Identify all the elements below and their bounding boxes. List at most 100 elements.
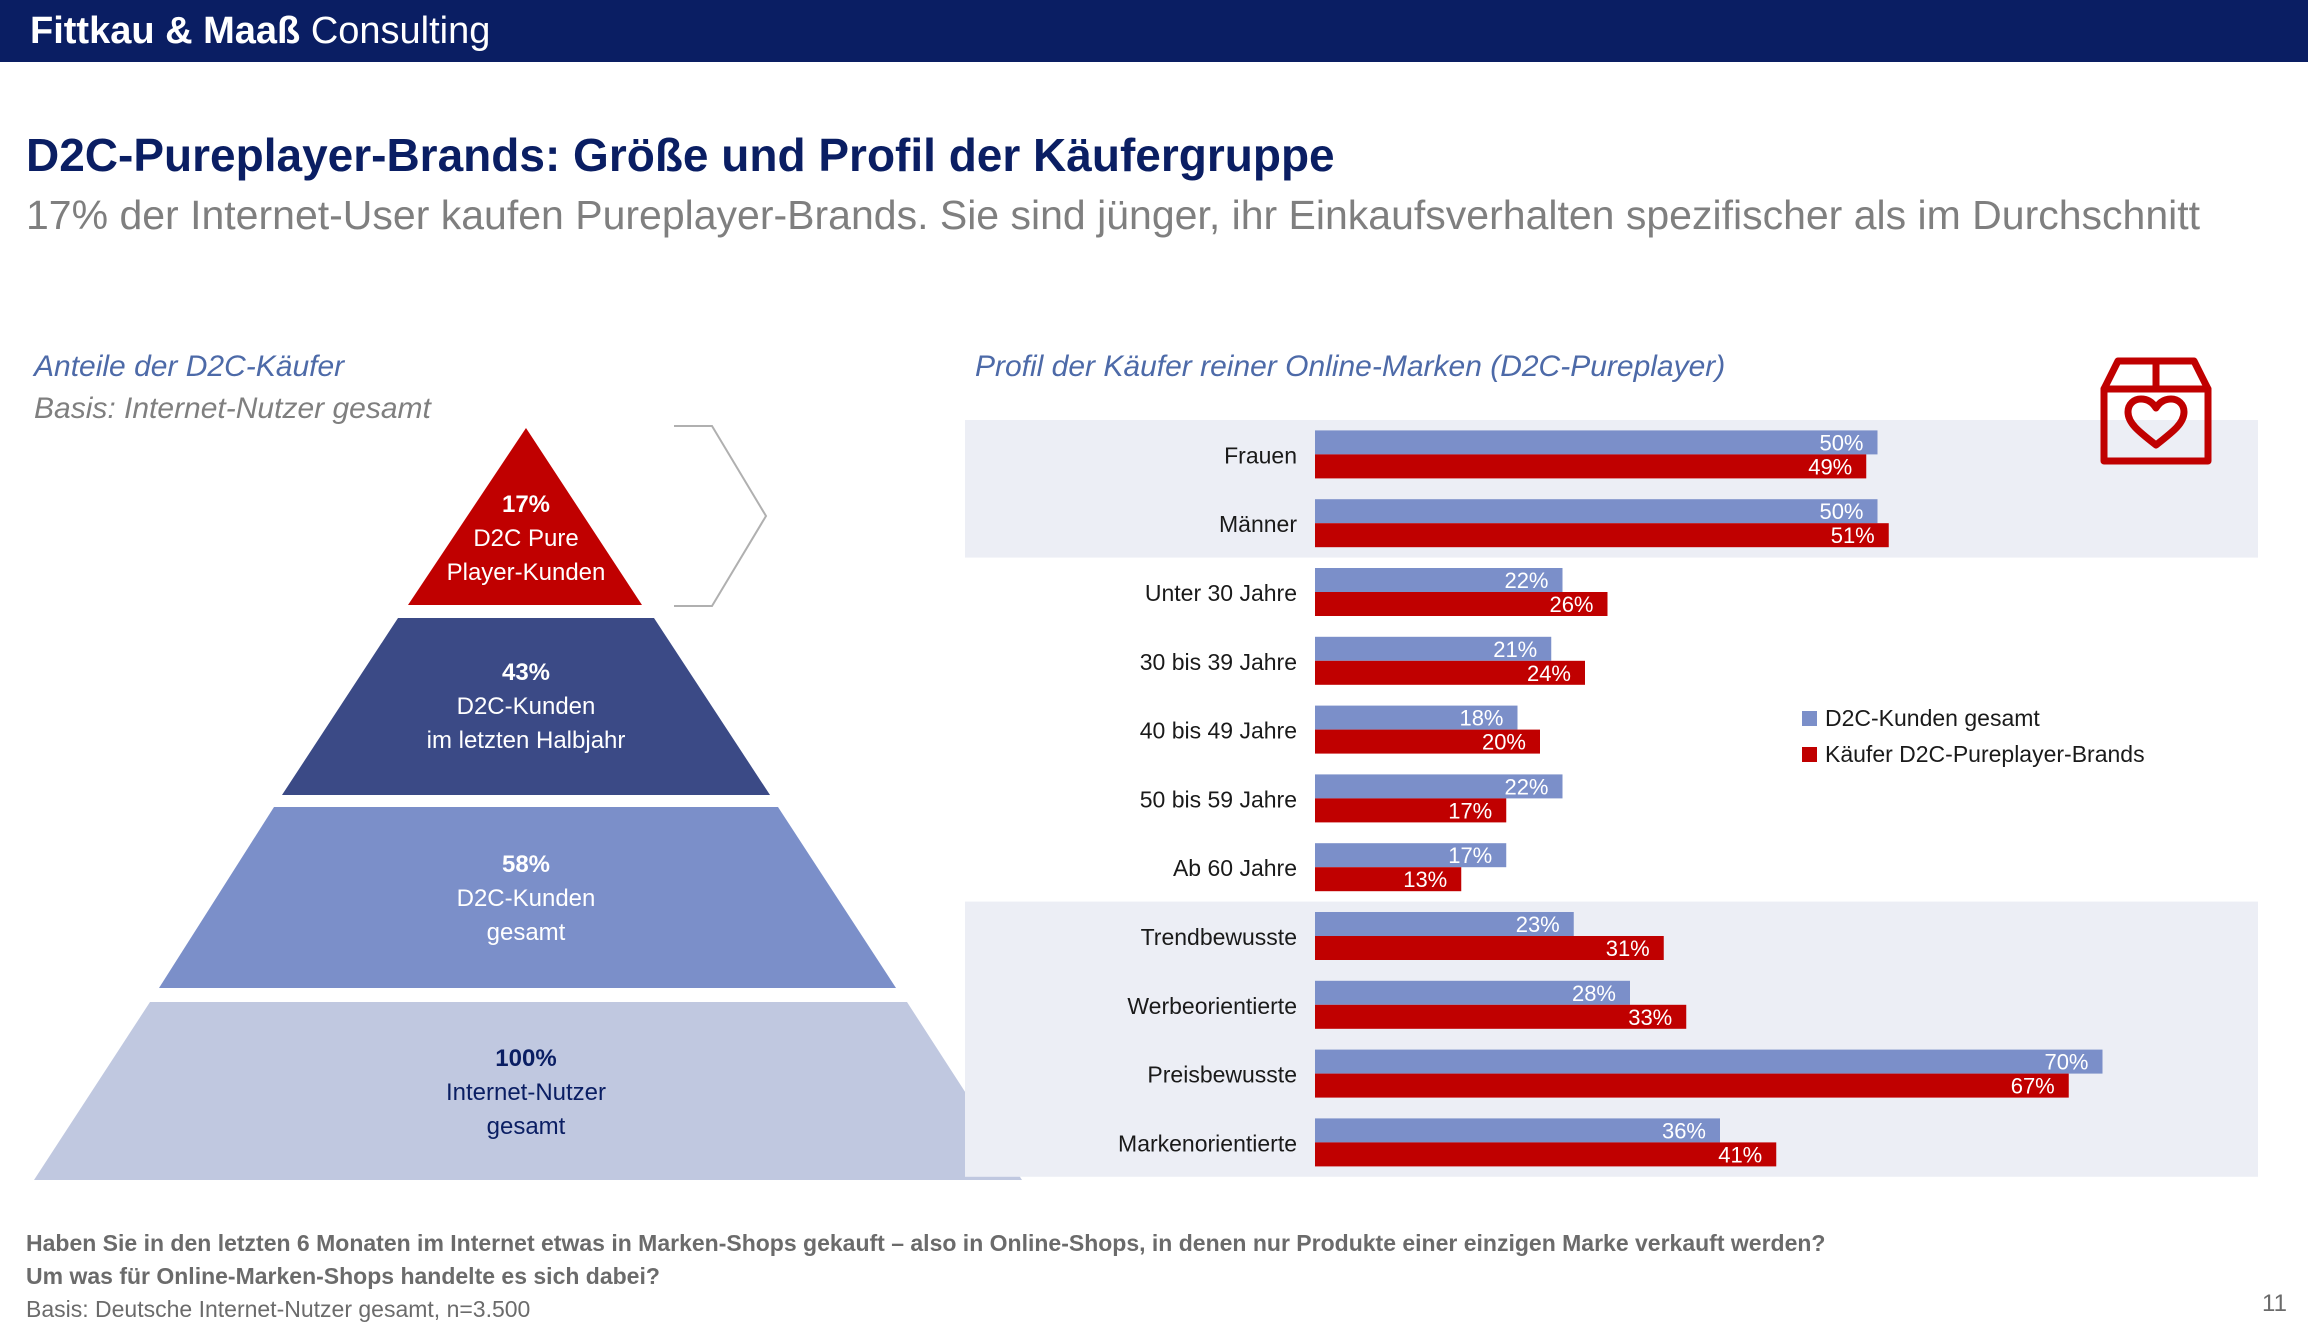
category-label: Männer (1219, 511, 1297, 537)
pyramid-line2: gesamt (486, 919, 566, 946)
pyramid-label-d2c-gesamt: 58% D2C-Kunden gesamt (376, 848, 676, 950)
bar-pureplayer (1315, 1073, 2069, 1098)
data-label: 23% (1516, 912, 1560, 937)
data-label: 22% (1504, 568, 1548, 593)
category-label: Ab 60 Jahre (1173, 855, 1297, 881)
data-label: 17% (1448, 843, 1492, 868)
bar-pureplayer (1315, 1004, 1687, 1029)
pyramid-line2: Player-Kunden (446, 559, 606, 586)
pyramid: 17% D2C Pure Player-Kunden 43% D2C-Kunde… (0, 420, 1040, 1195)
heart-box-icon (2098, 355, 2214, 472)
pyramid-line2: im letzten Halbjahr (426, 727, 626, 754)
footnote-basis: Basis: Deutsche Internet-Nutzer gesamt, … (26, 1296, 531, 1322)
category-label: Trendbewusste (1141, 924, 1297, 950)
data-label: 17% (1448, 798, 1492, 823)
legend-item-pureplayer: Käufer D2C-Pureplayer-Brands (1802, 736, 2145, 772)
bar-d2c-gesamt (1315, 980, 1630, 1005)
pyramid-pct: 17% (501, 491, 551, 518)
bracket-arrow-icon (674, 425, 768, 607)
left-panel-basis: Basis: Internet-Nutzer gesamt (34, 392, 431, 425)
category-label: Unter 30 Jahre (1145, 580, 1297, 606)
brand-name-light: Consulting (310, 10, 491, 52)
legend-label: D2C-Kunden gesamt (1825, 704, 2040, 731)
data-label: 13% (1403, 867, 1447, 892)
data-label: 31% (1606, 936, 1650, 961)
data-label: 20% (1482, 730, 1526, 755)
footnote-question-2: Um was für Online-Marken-Shops handelte … (26, 1263, 660, 1289)
pyramid-pct: 100% (495, 1045, 557, 1072)
pyramid-pct: 43% (501, 659, 551, 686)
pyramid-graphic (34, 425, 1022, 1180)
pyramid-line1: D2C-Kunden (456, 693, 596, 720)
category-label: Preisbewusste (1147, 1062, 1297, 1088)
category-label: Frauen (1224, 442, 1297, 468)
data-label: 50% (1819, 499, 1863, 524)
legend-label: Käufer D2C-Pureplayer-Brands (1825, 740, 2145, 767)
chart-legend: D2C-Kunden gesamt Käufer D2C-Pureplayer-… (1802, 700, 2145, 772)
bar-d2c-gesamt (1315, 499, 1878, 524)
bar-d2c-gesamt (1315, 843, 1507, 868)
brand-name-bold: Fittkau & Maaß (30, 10, 301, 52)
bar-pureplayer (1315, 867, 1462, 892)
pyramid-line1: Internet-Nutzer (445, 1079, 607, 1106)
data-label: 26% (1549, 592, 1593, 617)
pyramid-label-pureplayer: 17% D2C Pure Player-Kunden (426, 488, 626, 590)
right-panel-heading: Profil der Käufer reiner Online-Marken (… (975, 350, 1726, 383)
bar-d2c-gesamt (1315, 774, 1563, 799)
legend-swatch (1802, 746, 1817, 762)
pyramid-tier-internet (34, 1002, 1022, 1180)
bar-pureplayer (1315, 936, 1664, 960)
bar-d2c-gesamt (1315, 1118, 1720, 1143)
legend-swatch (1802, 710, 1817, 726)
bar-pureplayer (1315, 1142, 1777, 1167)
profile-bar-chart: Frauen 50% 49% Männer 50% 51% Unter 30 Jahre 22… (960, 420, 2260, 1195)
data-label: 36% (1662, 1118, 1706, 1143)
legend-item-d2c-gesamt: D2C-Kunden gesamt (1802, 700, 2145, 736)
bar-pureplayer (1315, 523, 1889, 548)
data-label: 21% (1493, 637, 1537, 662)
brand-logo: Fittkau & Maaß Consulting (30, 10, 490, 53)
page-number: 11 (2262, 1290, 2287, 1317)
bar-pureplayer (1315, 592, 1608, 616)
category-label: 50 bis 59 Jahre (1140, 786, 1297, 812)
left-panel-heading: Anteile der D2C-Käufer (34, 350, 345, 383)
footnote-question-1: Haben Sie in den letzten 6 Monaten im In… (26, 1230, 1826, 1256)
bar-d2c-gesamt (1315, 568, 1563, 592)
data-label: 24% (1527, 661, 1571, 686)
header-bar: Fittkau & Maaß Consulting (0, 0, 2308, 62)
bar-pureplayer (1315, 798, 1507, 823)
data-label: 22% (1504, 774, 1548, 799)
bar-d2c-gesamt (1315, 636, 1552, 661)
category-label: Werbeorientierte (1127, 993, 1297, 1019)
pyramid-tier-halbjahr (282, 618, 770, 795)
pyramid-line2: gesamt (486, 1113, 566, 1140)
category-label: 40 bis 49 Jahre (1140, 718, 1297, 744)
data-label: 70% (2044, 1050, 2088, 1075)
page-title: D2C-Pureplayer-Brands: Größe und Profil … (26, 129, 1335, 181)
bar-d2c-gesamt (1315, 430, 1878, 455)
category-label: 30 bis 39 Jahre (1140, 649, 1297, 675)
data-label: 28% (1572, 981, 1616, 1006)
bar-d2c-gesamt (1315, 705, 1518, 730)
pyramid-line1: D2C Pure (473, 525, 579, 552)
category-label: Markenorientierte (1118, 1130, 1297, 1156)
data-label: 18% (1459, 706, 1503, 731)
pyramid-line1: D2C-Kunden (456, 885, 596, 912)
bar-d2c-gesamt (1315, 1049, 2103, 1074)
data-label: 67% (2011, 1074, 2055, 1099)
pyramid-pct: 58% (501, 851, 551, 878)
bar-pureplayer (1315, 729, 1540, 754)
bar-chart-svg: Frauen 50%49%Männer 50%51%Unter 30 Jahre 22… (965, 420, 2258, 1177)
bar-pureplayer (1315, 454, 1867, 479)
data-label: 51% (1831, 523, 1875, 548)
data-label: 49% (1808, 454, 1852, 479)
pyramid-label-internet: 100% Internet-Nutzer gesamt (376, 1042, 676, 1144)
data-label: 41% (1718, 1142, 1762, 1167)
pyramid-tier-pureplayer (408, 428, 642, 605)
bar-d2c-gesamt (1315, 912, 1574, 936)
data-label: 33% (1628, 1005, 1672, 1030)
data-label: 50% (1819, 430, 1863, 455)
page-subtitle: 17% der Internet-User kaufen Pureplayer-… (26, 192, 2201, 238)
bar-pureplayer (1315, 660, 1585, 685)
pyramid-label-halbjahr: 43% D2C-Kunden im letzten Halbjahr (376, 656, 676, 758)
